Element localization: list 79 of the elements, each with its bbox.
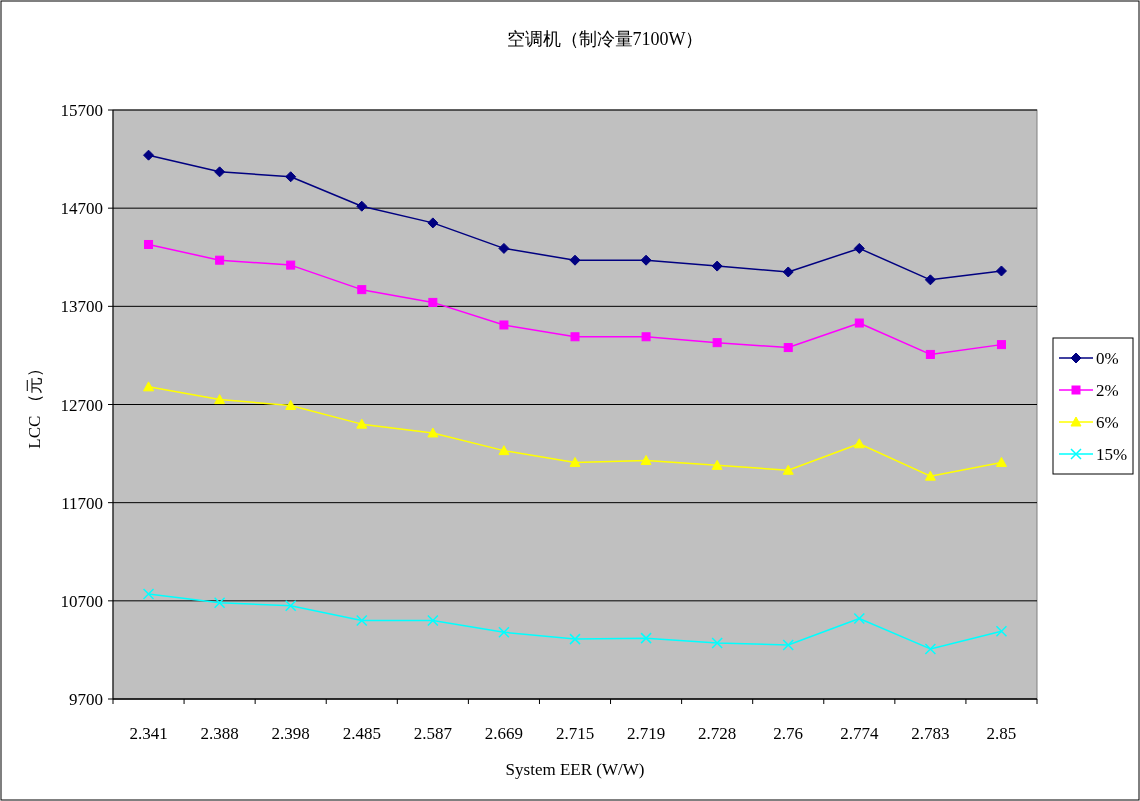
point <box>144 239 154 249</box>
x-tick-label: 2.85 <box>986 724 1017 743</box>
legend-label: 6% <box>1096 413 1119 432</box>
point <box>569 456 581 467</box>
point <box>995 265 1007 277</box>
y-tick-label: 9700 <box>69 690 103 709</box>
point <box>853 242 865 254</box>
chart-title: 空调机（制冷量7100W） <box>506 29 704 49</box>
point <box>853 438 865 449</box>
point <box>783 343 793 353</box>
legend-label: 0% <box>1096 349 1119 368</box>
point <box>143 381 155 392</box>
point <box>924 274 936 286</box>
point <box>498 445 510 456</box>
x-tick-label: 2.398 <box>271 724 310 743</box>
y-tick-label: 13700 <box>60 297 103 317</box>
y-tick-label: 11700 <box>61 493 103 513</box>
point <box>640 454 652 465</box>
y-axis-title: LCC （元） <box>25 360 44 449</box>
point <box>641 332 651 342</box>
x-tick-label: 2.715 <box>555 724 595 743</box>
x-tick-label: 2.719 <box>626 724 666 743</box>
y-tick-label: 15700 <box>60 101 103 120</box>
point <box>782 464 794 475</box>
point <box>782 266 794 278</box>
x-tick-label: 2.485 <box>342 724 381 743</box>
point <box>924 470 936 481</box>
point <box>569 633 581 645</box>
point <box>214 166 226 178</box>
point <box>995 625 1008 638</box>
point <box>143 149 155 161</box>
point <box>213 597 226 609</box>
point <box>285 399 297 410</box>
point <box>427 614 439 627</box>
y-tick-label: 12700 <box>60 395 103 415</box>
legend-label: 2% <box>1096 381 1119 400</box>
point <box>427 217 439 229</box>
x-tick-label: 2.669 <box>484 724 524 743</box>
y-tick-label: 10700 <box>60 591 103 611</box>
point <box>356 418 368 429</box>
point <box>570 332 580 342</box>
point <box>498 626 510 638</box>
point <box>428 297 438 307</box>
point <box>853 612 866 625</box>
point <box>214 394 226 405</box>
point <box>925 349 935 359</box>
x-tick-label: 2.587 <box>413 724 453 743</box>
point <box>356 200 368 212</box>
point <box>286 260 296 270</box>
point <box>356 614 368 627</box>
point <box>427 427 439 438</box>
x-tick-label: 2.76 <box>773 724 804 743</box>
point <box>284 599 297 612</box>
point <box>215 255 225 265</box>
x-tick-label: 2.388 <box>200 724 239 743</box>
point <box>711 459 723 470</box>
legend-label: 15% <box>1096 445 1128 464</box>
point <box>498 242 510 254</box>
point <box>711 260 723 272</box>
point <box>640 254 652 266</box>
x-tick-label: 2.728 <box>698 724 737 743</box>
point <box>357 285 367 295</box>
point <box>995 456 1007 467</box>
x-tick-label: 2.774 <box>840 724 879 743</box>
point <box>924 643 937 655</box>
point <box>499 320 509 330</box>
point <box>142 588 155 600</box>
point <box>854 318 864 328</box>
point <box>712 338 722 348</box>
point <box>996 340 1006 350</box>
point <box>285 171 297 183</box>
x-axis-title: System EER (W/W) <box>505 760 645 779</box>
point <box>711 637 723 649</box>
x-tick-label: 2.783 <box>911 724 950 743</box>
point <box>782 639 794 651</box>
x-tick-label: 2.341 <box>129 724 168 743</box>
point <box>569 254 581 266</box>
point <box>640 632 652 644</box>
y-tick-label: 14700 <box>60 199 103 219</box>
